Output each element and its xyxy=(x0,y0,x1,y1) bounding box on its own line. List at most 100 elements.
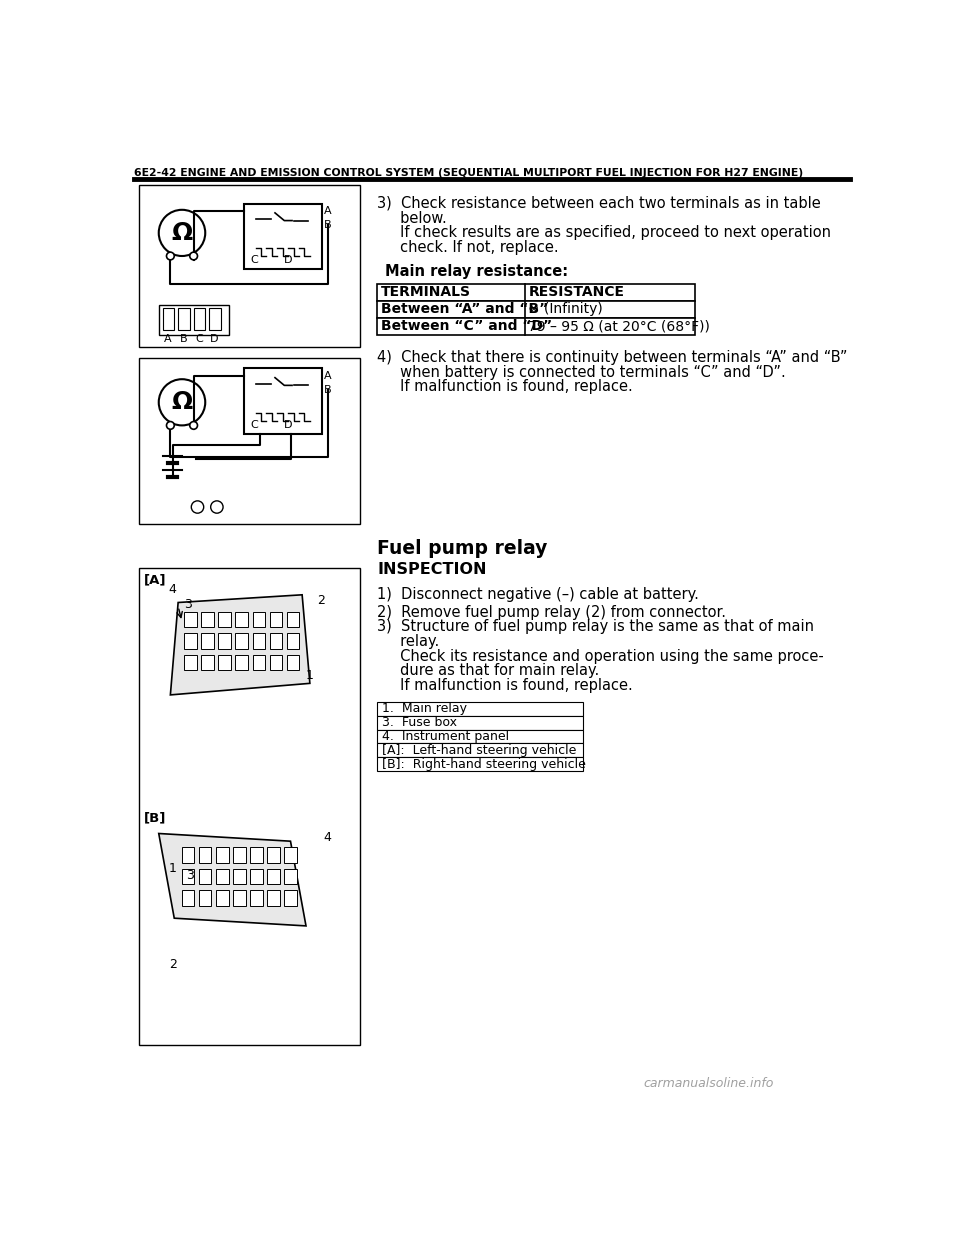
Text: carmanualsoline.info: carmanualsoline.info xyxy=(644,1077,774,1091)
Circle shape xyxy=(158,379,205,425)
Text: [B]: [B] xyxy=(144,811,166,825)
Text: D: D xyxy=(284,420,293,430)
Bar xyxy=(252,634,265,648)
Circle shape xyxy=(166,421,175,430)
Bar xyxy=(267,847,279,863)
Text: 1: 1 xyxy=(306,669,314,682)
Text: Ω: Ω xyxy=(172,390,193,414)
Bar xyxy=(244,204,322,269)
Bar xyxy=(251,869,263,884)
Bar xyxy=(235,655,248,671)
Text: B: B xyxy=(324,385,331,395)
Polygon shape xyxy=(158,834,306,926)
Text: RESISTANCE: RESISTANCE xyxy=(528,285,624,299)
Bar xyxy=(287,634,299,648)
Bar xyxy=(182,847,194,863)
Text: Main relay resistance:: Main relay resistance: xyxy=(385,264,568,279)
Bar xyxy=(233,890,246,906)
Bar xyxy=(219,634,230,648)
Text: B: B xyxy=(180,335,187,345)
Bar xyxy=(184,655,197,671)
Text: 1: 1 xyxy=(169,862,177,874)
Bar xyxy=(182,869,194,884)
Bar xyxy=(233,847,246,863)
Circle shape xyxy=(166,252,175,259)
Bar xyxy=(284,847,297,863)
Text: INSPECTION: INSPECTION xyxy=(377,562,487,578)
Bar xyxy=(162,309,175,330)
Bar xyxy=(267,869,279,884)
Text: 6E2-42 ENGINE AND EMISSION CONTROL SYSTEM (SEQUENTIAL MULTIPORT FUEL INJECTION F: 6E2-42 ENGINE AND EMISSION CONTROL SYSTE… xyxy=(134,168,804,178)
Text: 79 – 95 Ω (at 20°C (68°F)): 79 – 95 Ω (at 20°C (68°F)) xyxy=(528,319,710,333)
Bar xyxy=(179,309,190,330)
Text: relay.: relay. xyxy=(377,634,440,650)
Text: when battery is connected to terminals “C” and “D”.: when battery is connected to terminals “… xyxy=(377,364,786,379)
Bar xyxy=(377,284,695,300)
Bar xyxy=(377,730,583,743)
Bar xyxy=(194,309,205,330)
Text: 1.  Main relay: 1. Main relay xyxy=(382,703,467,715)
Text: 3)  Structure of fuel pump relay is the same as that of main: 3) Structure of fuel pump relay is the s… xyxy=(377,620,814,635)
Bar xyxy=(377,701,583,716)
Text: 4.  Instrument panel: 4. Instrument panel xyxy=(382,730,509,743)
Bar xyxy=(251,847,263,863)
Text: below.: below. xyxy=(377,211,447,226)
Text: check. If not, replace.: check. If not, replace. xyxy=(377,240,559,254)
Bar xyxy=(182,890,194,906)
Circle shape xyxy=(210,501,223,514)
Text: 2)  Remove fuel pump relay (2) from connector.: 2) Remove fuel pump relay (2) from conne… xyxy=(377,605,727,620)
Bar xyxy=(219,655,230,671)
Bar xyxy=(216,869,228,884)
Text: C: C xyxy=(251,254,258,264)
Text: D: D xyxy=(210,335,219,345)
Bar xyxy=(202,611,214,627)
Bar xyxy=(287,655,299,671)
Bar xyxy=(139,568,360,1045)
Bar xyxy=(267,890,279,906)
Text: Ω: Ω xyxy=(172,221,193,245)
Circle shape xyxy=(158,210,205,256)
Text: 3: 3 xyxy=(184,598,192,611)
Bar xyxy=(219,611,230,627)
Text: A: A xyxy=(164,335,172,345)
Text: ∞ (Infinity): ∞ (Infinity) xyxy=(528,303,603,316)
Bar xyxy=(216,847,228,863)
Bar xyxy=(270,655,282,671)
Text: TERMINALS: TERMINALS xyxy=(381,285,471,299)
Bar xyxy=(270,634,282,648)
Text: 4)  Check that there is continuity between terminals “A” and “B”: 4) Check that there is continuity betwee… xyxy=(377,350,848,364)
Text: Fuel pump relay: Fuel pump relay xyxy=(377,540,547,558)
Bar xyxy=(202,655,214,671)
Bar xyxy=(199,847,211,863)
Bar xyxy=(184,634,197,648)
Text: [A]: [A] xyxy=(144,574,166,587)
Bar xyxy=(284,869,297,884)
Bar xyxy=(377,300,695,317)
Bar xyxy=(184,611,197,627)
Text: 3)  Check resistance between each two terminals as in table: 3) Check resistance between each two ter… xyxy=(377,196,821,211)
Bar xyxy=(235,611,248,627)
Text: dure as that for main relay.: dure as that for main relay. xyxy=(377,663,600,678)
Bar xyxy=(252,611,265,627)
Text: C: C xyxy=(195,335,203,345)
Bar xyxy=(284,890,297,906)
Bar xyxy=(202,634,214,648)
Text: 3: 3 xyxy=(186,869,194,882)
Bar xyxy=(252,655,265,671)
Text: Between “C” and “D”: Between “C” and “D” xyxy=(381,319,552,333)
Text: C: C xyxy=(251,420,258,430)
Polygon shape xyxy=(170,595,310,695)
Bar xyxy=(287,611,299,627)
Circle shape xyxy=(190,421,198,430)
Text: If check results are as specified, proceed to next operation: If check results are as specified, proce… xyxy=(377,225,831,240)
Text: [B]:  Right-hand steering vehicle: [B]: Right-hand steering vehicle xyxy=(382,758,586,771)
Circle shape xyxy=(190,252,198,259)
Bar xyxy=(270,611,282,627)
Bar xyxy=(233,869,246,884)
Text: [A]:  Left-hand steering vehicle: [A]: Left-hand steering vehicle xyxy=(382,743,576,757)
Bar xyxy=(199,869,211,884)
Text: 2: 2 xyxy=(169,958,177,971)
Text: If malfunction is found, replace.: If malfunction is found, replace. xyxy=(377,379,633,394)
Bar xyxy=(158,305,228,336)
Text: A: A xyxy=(324,372,331,382)
